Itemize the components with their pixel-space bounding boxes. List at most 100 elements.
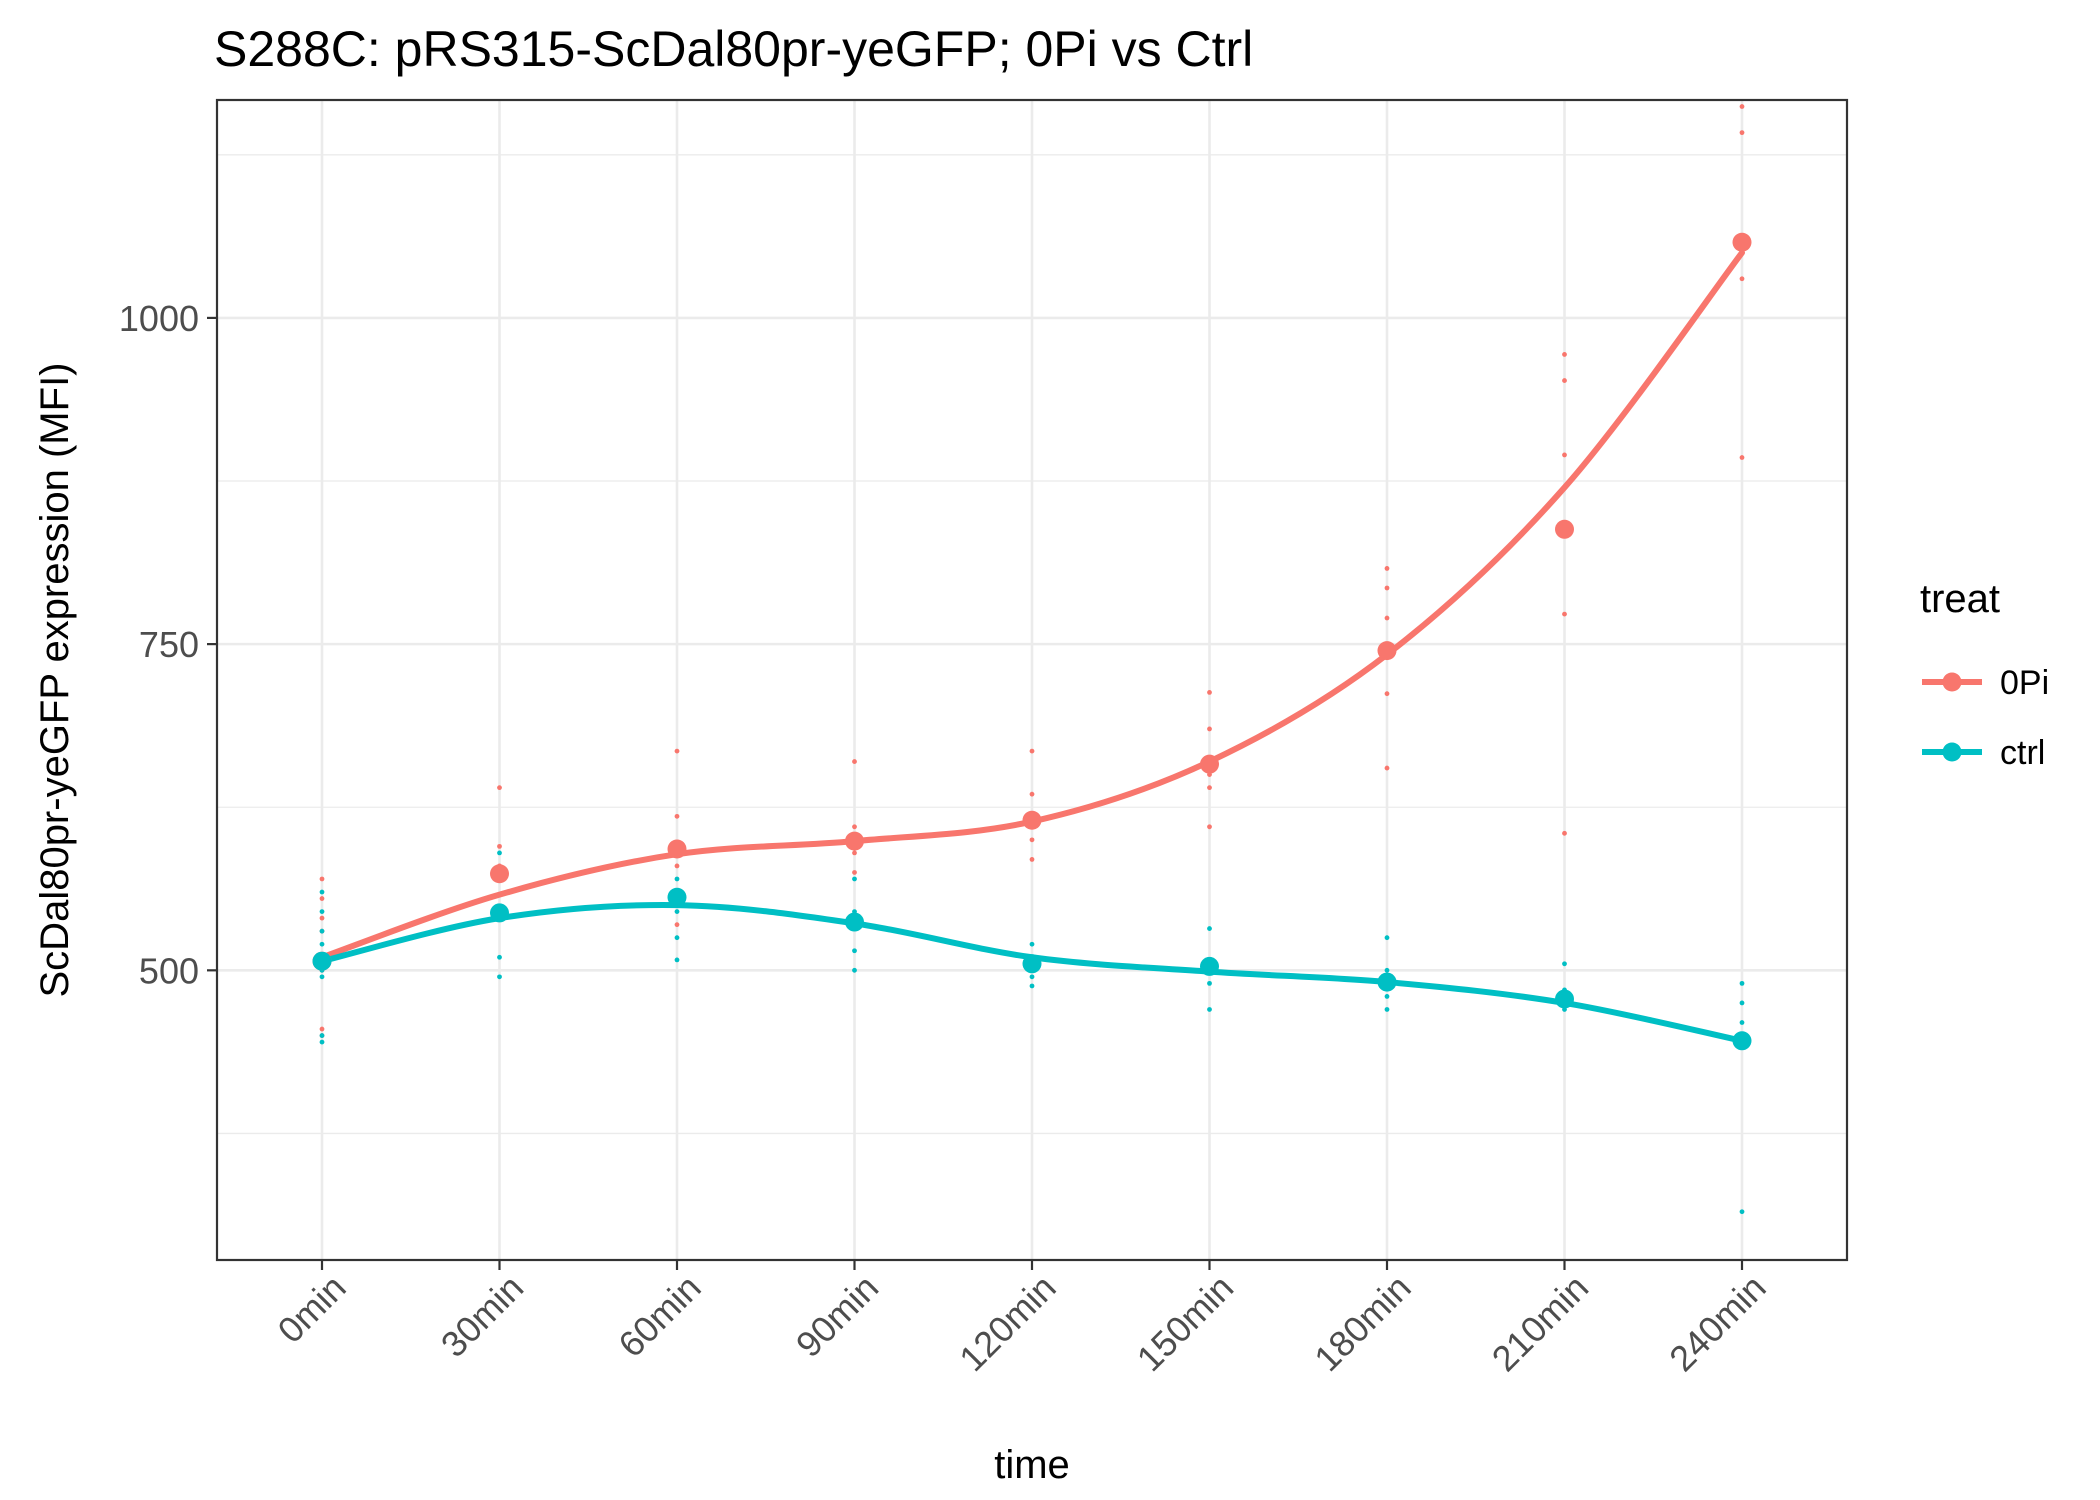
raw-point-0pi: [1739, 276, 1745, 282]
raw-point-0pi: [1207, 785, 1212, 791]
raw-point-ctrl: [319, 928, 325, 934]
mean-point-0pi: [1732, 232, 1752, 252]
mean-point-ctrl: [845, 912, 864, 932]
raw-point-ctrl: [1207, 1007, 1212, 1012]
raw-point-ctrl: [852, 948, 857, 954]
raw-point-ctrl: [319, 1039, 325, 1045]
raw-point-0pi: [1029, 857, 1035, 862]
raw-point-ctrl: [1739, 980, 1745, 986]
raw-point-ctrl: [1029, 974, 1035, 980]
raw-point-ctrl: [1384, 967, 1390, 973]
raw-point-0pi: [319, 1026, 325, 1032]
y-tick-label: 750: [139, 624, 199, 665]
raw-point-ctrl: [1029, 983, 1035, 989]
raw-point-0pi: [1384, 566, 1390, 571]
raw-point-0pi: [1207, 726, 1212, 732]
legend-label-0pi: 0Pi: [2000, 664, 2049, 702]
raw-point-ctrl: [1029, 941, 1035, 947]
raw-point-ctrl: [1384, 935, 1390, 941]
legend-label-ctrl: ctrl: [2000, 734, 2045, 772]
y-tick-label: 500: [139, 950, 199, 991]
raw-point-ctrl: [1207, 980, 1212, 986]
mean-point-0pi: [845, 831, 864, 851]
raw-point-0pi: [1562, 611, 1567, 617]
x-axis: 0min 30min 60min 90min 120min 150min 180min 210…: [269, 1260, 1774, 1379]
raw-point-0pi: [1739, 104, 1745, 109]
raw-point-0pi: [852, 870, 857, 875]
x-tick-label: 120min: [951, 1267, 1063, 1379]
raw-point-0pi: [1029, 837, 1035, 843]
raw-point-0pi: [852, 824, 857, 830]
mean-point-0pi: [1377, 641, 1397, 661]
y-tick-label: 1000: [119, 298, 199, 339]
legend-keys: 0Pi ctrl: [1922, 664, 2049, 772]
raw-point-ctrl: [674, 957, 680, 963]
raw-point-0pi: [1384, 765, 1390, 771]
y-axis-title: ScDal80pr-yeGFP expression (MFI): [33, 363, 77, 998]
legend-key-point-0pi: [1942, 672, 1962, 692]
raw-point-0pi: [1384, 615, 1390, 621]
raw-point-ctrl: [319, 889, 325, 895]
raw-point-ctrl: [674, 876, 680, 882]
raw-point-0pi: [1562, 830, 1567, 836]
mean-point-0pi: [1555, 519, 1574, 539]
x-tick-label: 150min: [1129, 1267, 1241, 1379]
raw-point-ctrl: [674, 935, 680, 941]
legend: treat 0Pi ctrl: [1920, 577, 2049, 772]
x-tick-label: 0min: [269, 1267, 353, 1351]
mean-point-ctrl: [490, 903, 509, 923]
raw-point-0pi: [1207, 824, 1212, 830]
raw-point-0pi: [1384, 691, 1390, 697]
x-tick-label: 210min: [1484, 1267, 1596, 1379]
raw-point-ctrl: [497, 954, 502, 960]
raw-point-ctrl: [852, 876, 857, 882]
raw-point-0pi: [852, 850, 857, 856]
mean-point-ctrl: [1022, 954, 1042, 974]
raw-point-ctrl: [1739, 1000, 1745, 1006]
raw-point-ctrl: [319, 1033, 325, 1038]
raw-point-ctrl: [1739, 1209, 1745, 1215]
legend-key-point-ctrl: [1942, 742, 1962, 762]
x-tick-label: 240min: [1661, 1267, 1773, 1379]
raw-point-0pi: [1739, 455, 1745, 460]
mean-point-0pi: [667, 839, 687, 859]
raw-point-ctrl: [319, 941, 325, 947]
raw-point-0pi: [1384, 585, 1390, 591]
mean-point-0pi: [1022, 810, 1042, 830]
mean-point-ctrl: [1732, 1031, 1752, 1051]
mean-point-0pi: [490, 864, 509, 884]
raw-point-ctrl: [1207, 926, 1212, 931]
x-tick-label: 180min: [1306, 1267, 1418, 1379]
raw-point-ctrl: [1562, 961, 1567, 967]
raw-point-0pi: [674, 863, 680, 869]
raw-point-0pi: [497, 785, 502, 791]
mean-point-ctrl: [667, 887, 687, 907]
legend-title: treat: [1920, 577, 2000, 621]
raw-point-0pi: [319, 915, 325, 921]
raw-point-ctrl: [674, 909, 680, 915]
x-tick-label: 30min: [433, 1267, 531, 1365]
mean-point-0pi: [1200, 754, 1219, 774]
mean-point-ctrl: [312, 951, 332, 971]
mean-point-ctrl: [1555, 989, 1574, 1009]
raw-point-0pi: [674, 922, 680, 928]
raw-point-0pi: [1739, 130, 1745, 136]
raw-point-0pi: [1562, 352, 1567, 357]
raw-point-ctrl: [319, 909, 325, 915]
raw-point-0pi: [497, 843, 502, 849]
raw-point-ctrl: [319, 974, 325, 980]
smooth-line-0pi: [319, 249, 1745, 961]
mean-point-ctrl: [1200, 956, 1219, 976]
x-tick-label: 60min: [610, 1267, 708, 1365]
chart-title: S288C: pRS315-ScDal80pr-yeGFP; 0Pi vs Ct…: [214, 21, 1253, 77]
raw-point-0pi: [852, 759, 857, 764]
raw-point-0pi: [674, 813, 680, 819]
raw-point-ctrl: [497, 850, 502, 856]
raw-point-ctrl: [852, 967, 857, 973]
mean-point-ctrl: [1377, 972, 1397, 992]
raw-point-0pi: [1207, 689, 1212, 695]
raw-point-ctrl: [497, 974, 502, 980]
raw-point-ctrl: [1739, 1020, 1745, 1025]
